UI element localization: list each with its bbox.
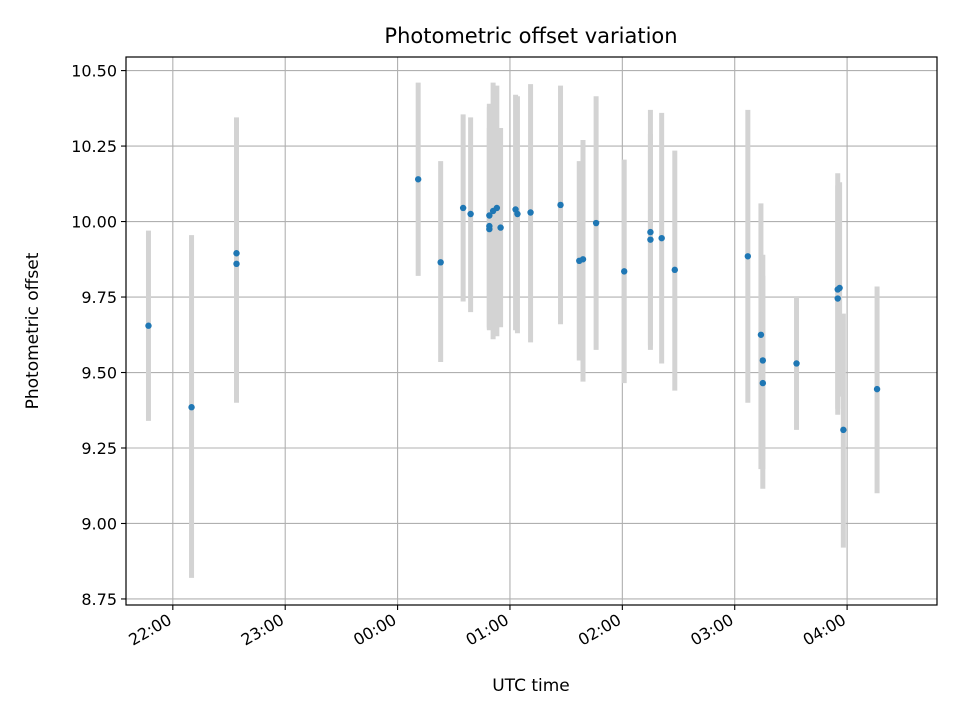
y-tick-label: 8.75 — [81, 590, 117, 609]
plot-frame — [125, 56, 938, 606]
data-point — [647, 236, 654, 243]
data-point — [757, 331, 765, 338]
y-axis-title: Photometric offset — [23, 252, 43, 409]
data-point — [873, 385, 881, 393]
data-point — [579, 256, 587, 263]
chart-title: Photometric offset variation — [384, 24, 677, 48]
data-point — [834, 295, 841, 302]
data-point — [486, 225, 493, 233]
y-tick-label: 10.25 — [71, 137, 117, 156]
data-points — [145, 176, 881, 434]
data-point — [188, 404, 195, 411]
data-point — [527, 209, 534, 216]
data-point — [459, 204, 467, 212]
data-point — [145, 322, 152, 329]
data-point — [671, 266, 678, 274]
data-point — [514, 210, 521, 218]
y-tick-label: 9.00 — [81, 514, 117, 533]
y-tick-label: 10.00 — [71, 213, 117, 232]
data-point — [486, 212, 493, 219]
y-tick-label: 10.50 — [71, 62, 117, 81]
data-point — [493, 204, 501, 212]
x-axis-title: UTC time — [492, 676, 570, 696]
data-point — [793, 360, 800, 367]
y-tick-label: 9.25 — [81, 439, 117, 458]
data-point — [497, 224, 504, 231]
data-point — [744, 253, 752, 260]
data-point — [467, 210, 474, 218]
data-point — [414, 176, 422, 183]
data-point — [437, 259, 444, 266]
data-point — [759, 379, 767, 387]
y-tick-label: 9.50 — [81, 364, 117, 383]
data-point — [621, 268, 628, 275]
data-point — [592, 219, 600, 227]
data-point — [836, 284, 843, 292]
data-point — [557, 201, 564, 209]
data-point — [759, 357, 767, 364]
data-point — [233, 260, 240, 268]
data-point — [233, 250, 240, 257]
data-point — [840, 426, 847, 434]
data-point — [658, 234, 665, 242]
y-axis: 8.75 9.00 9.25 9.50 9.75 10.00 10.25 10.50 — [71, 62, 126, 609]
data-point — [647, 228, 654, 236]
y-tick-label: 9.75 — [81, 288, 117, 307]
